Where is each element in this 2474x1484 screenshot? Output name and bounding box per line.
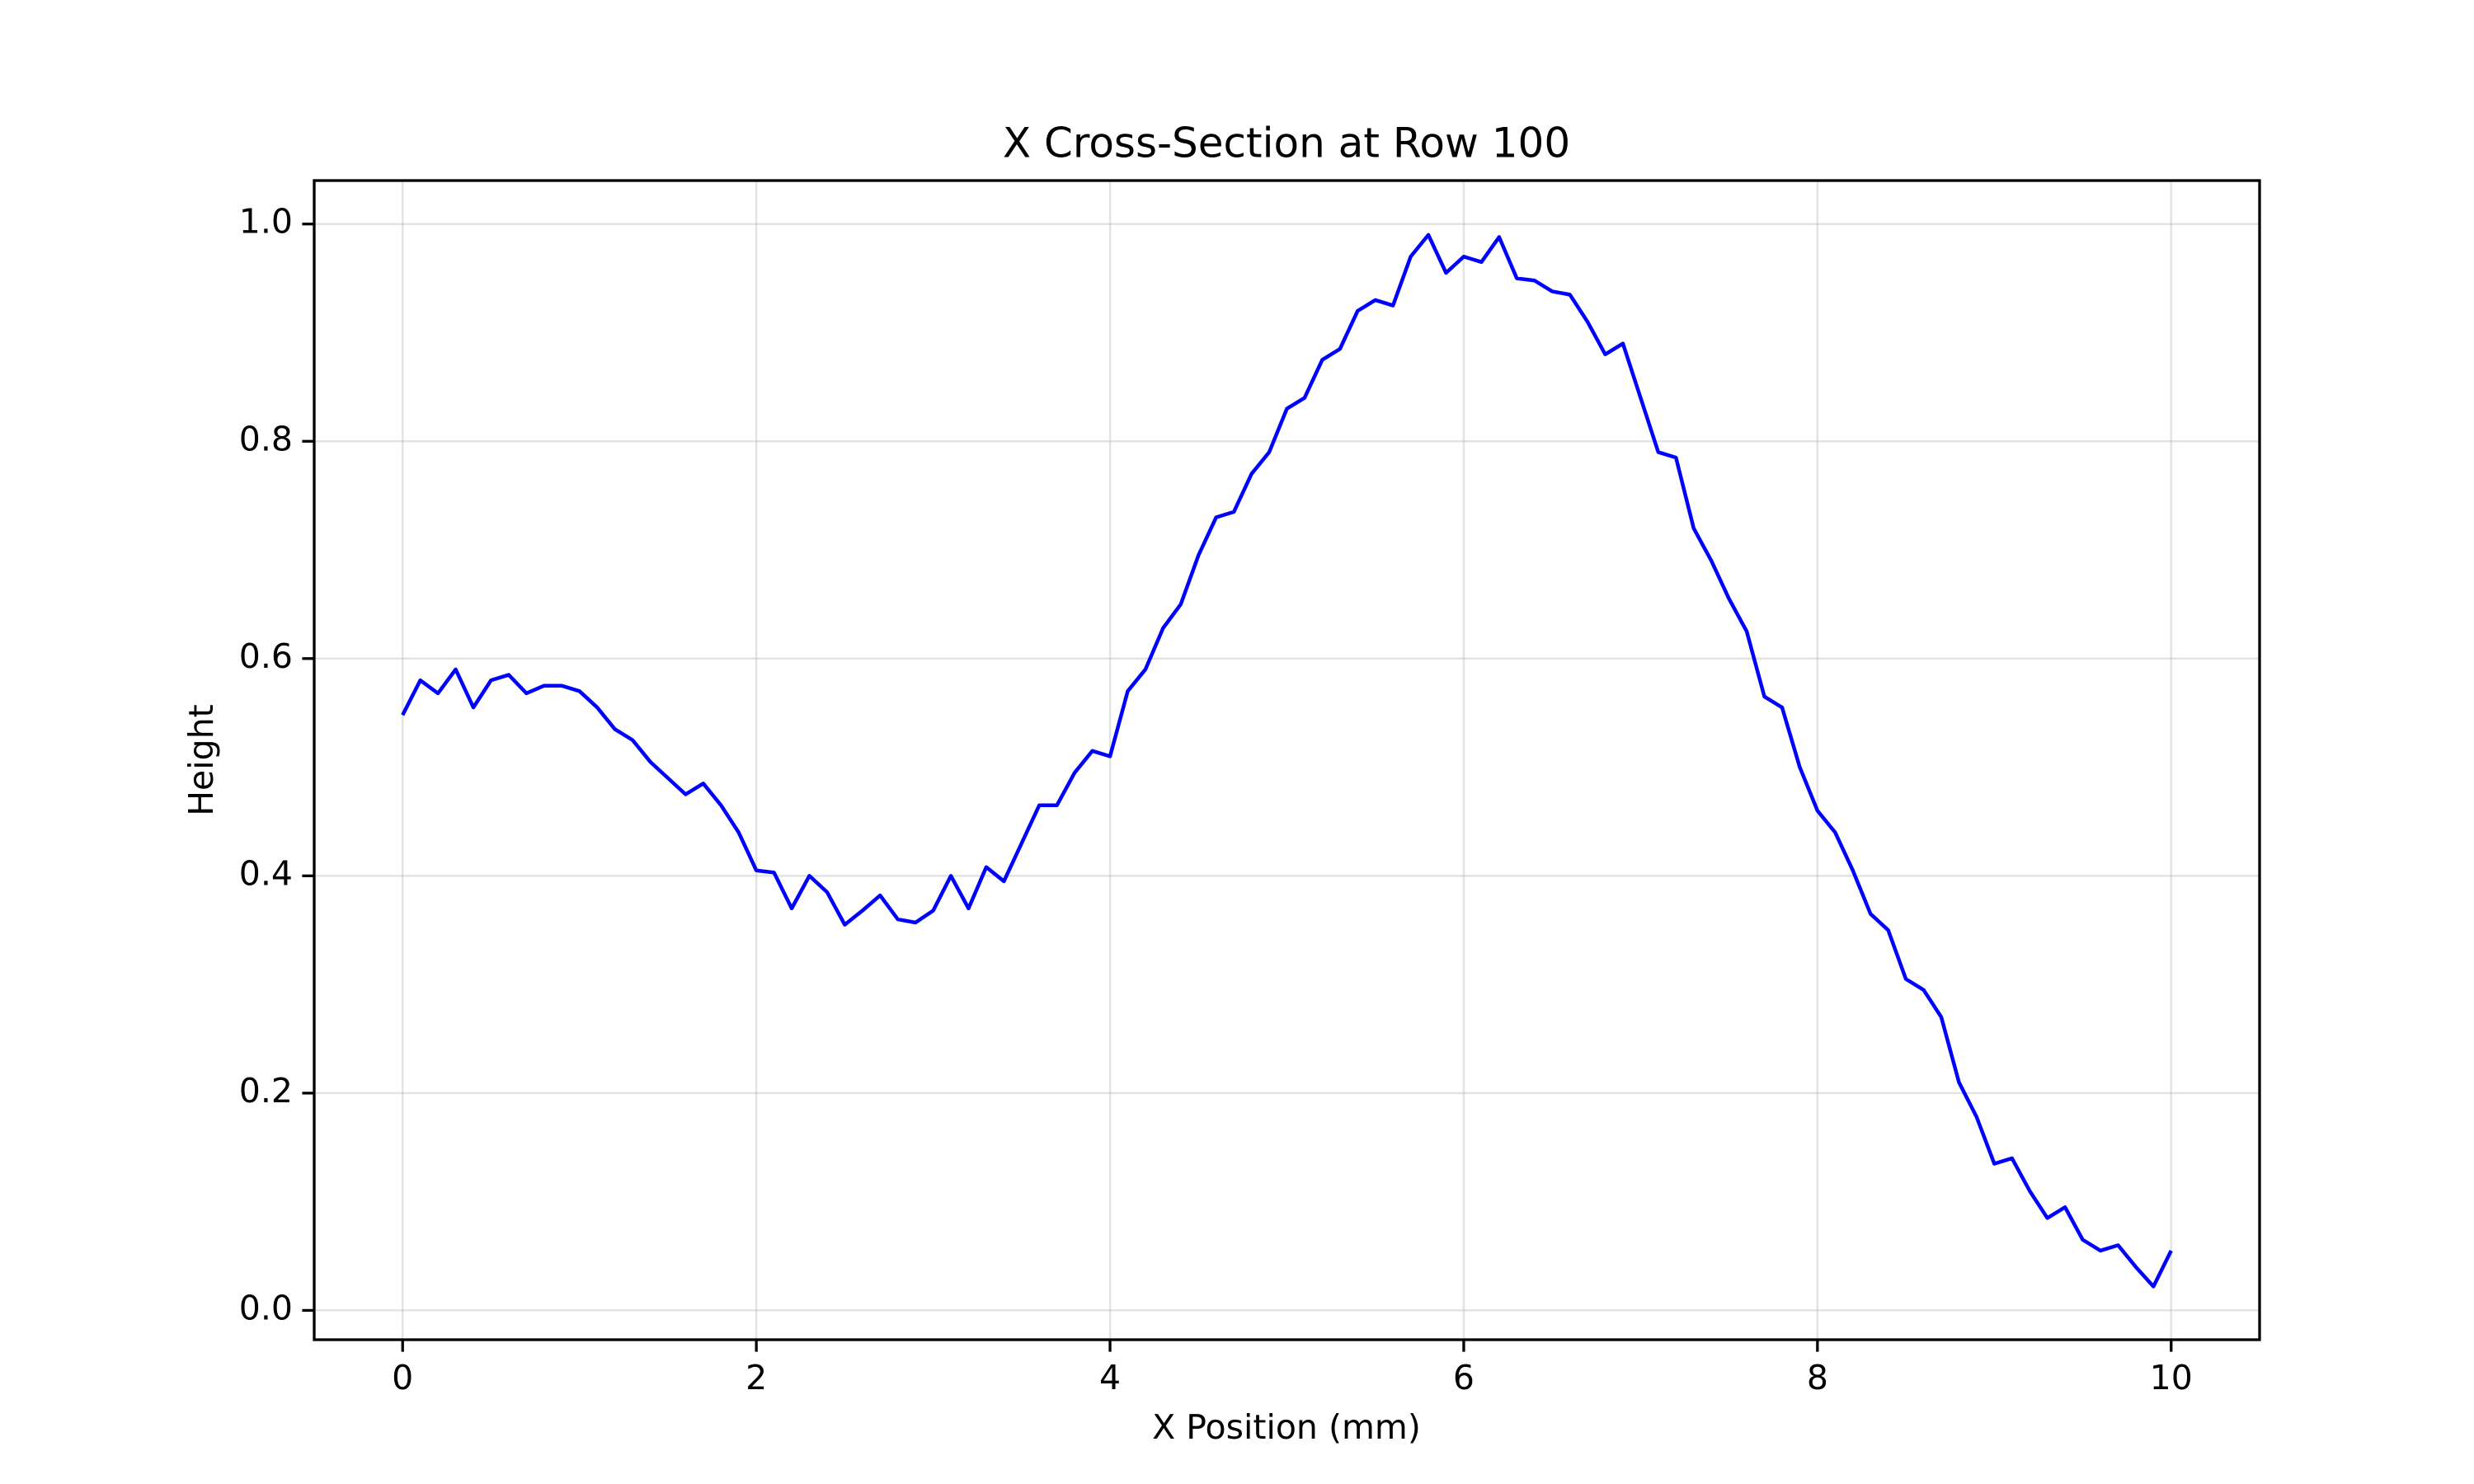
y-tick-label: 0.6 [239, 636, 293, 676]
x-tick-label: 0 [392, 1358, 413, 1397]
data-line [401, 232, 2173, 1289]
axes-frame [313, 179, 2261, 1341]
x-tick-label: 4 [1099, 1358, 1121, 1397]
y-tick-label: 0.2 [239, 1071, 293, 1111]
x-axis-label: X Position (mm) [1152, 1407, 1421, 1447]
x-tick-label: 8 [1807, 1358, 1828, 1397]
x-tick-label: 6 [1453, 1358, 1475, 1397]
y-tick-label: 0.0 [239, 1288, 293, 1327]
y-axis-label: Height [181, 704, 221, 816]
y-tick-label: 0.4 [239, 853, 293, 893]
y-tick-label: 1.0 [239, 202, 293, 242]
chart-title: X Cross-Section at Row 100 [1003, 120, 1570, 167]
y-tick-label: 0.8 [239, 419, 293, 458]
x-tick-label: 10 [2150, 1358, 2193, 1397]
x-tick-label: 2 [745, 1358, 767, 1397]
